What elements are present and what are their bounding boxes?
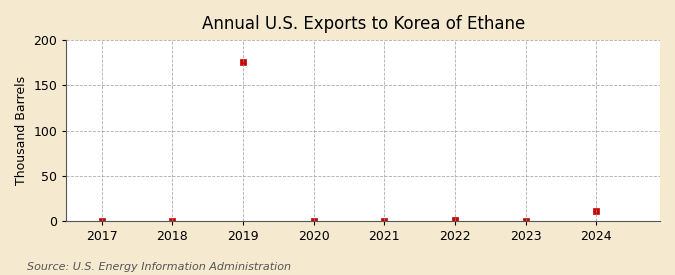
Y-axis label: Thousand Barrels: Thousand Barrels	[15, 76, 28, 185]
Title: Annual U.S. Exports to Korea of Ethane: Annual U.S. Exports to Korea of Ethane	[202, 15, 525, 33]
Text: Source: U.S. Energy Information Administration: Source: U.S. Energy Information Administ…	[27, 262, 291, 272]
